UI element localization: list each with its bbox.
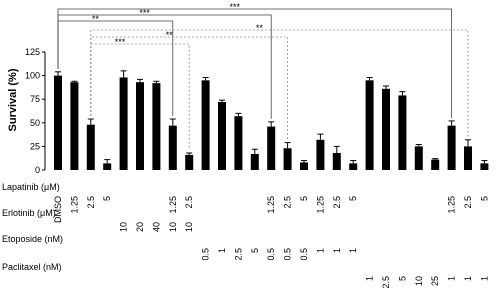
- bar: [300, 162, 308, 170]
- bar: [464, 146, 472, 170]
- condition-label: 2.5: [283, 196, 293, 209]
- y-axis-title: Survival (%): [7, 68, 19, 131]
- bar: [185, 154, 194, 170]
- condition-name: Etoposide (nM): [2, 234, 63, 244]
- significance-bracket: [90, 36, 288, 140]
- bar: [480, 163, 489, 170]
- bar: [316, 139, 325, 170]
- bar: [365, 80, 374, 170]
- bar: [250, 153, 259, 170]
- significance-bracket: [90, 29, 469, 137]
- significance-label: **: [92, 14, 100, 24]
- condition-label: 2.5: [184, 196, 194, 209]
- condition-label: 0.5: [266, 248, 276, 261]
- bar: [168, 125, 177, 170]
- bar: [382, 88, 390, 170]
- condition-label: 1.25: [266, 196, 276, 214]
- condition-label: 5: [397, 276, 407, 281]
- bar: [218, 102, 226, 170]
- condition-label: 1.25: [447, 196, 457, 214]
- bar: [283, 148, 292, 170]
- condition-label: 2.5: [233, 248, 243, 261]
- condition-label: 1: [479, 276, 489, 281]
- bar: [201, 80, 210, 170]
- y-tick-label: 125: [25, 47, 40, 57]
- condition-label: 0.5: [283, 248, 293, 261]
- condition-label: 0.5: [299, 248, 309, 261]
- significance-bracket: [57, 14, 272, 119]
- y-tick-label: 100: [25, 71, 40, 81]
- condition-label: 1.25: [69, 196, 79, 214]
- significance-label: **: [166, 30, 174, 40]
- bar: [398, 95, 407, 170]
- condition-label: 1: [463, 276, 473, 281]
- condition-label: 5: [299, 196, 309, 201]
- y-tick-label: 50: [30, 118, 40, 128]
- condition-label: 10: [119, 222, 129, 232]
- significance-label: ***: [139, 8, 150, 18]
- significance-label: ***: [115, 37, 126, 47]
- condition-label: 1: [447, 276, 457, 281]
- bar: [267, 126, 276, 170]
- condition-label: 1: [348, 248, 358, 253]
- y-tick-label: 0: [35, 165, 40, 175]
- bar: [349, 163, 358, 170]
- condition-name: Erlotinib (μM): [2, 208, 56, 218]
- condition-label: 1.25: [315, 196, 325, 214]
- significance-bracket: [57, 8, 452, 118]
- condition-name: Paclitaxel (nM): [2, 262, 62, 272]
- condition-label: DMSO: [53, 196, 63, 223]
- condition-label: 20: [135, 222, 145, 232]
- condition-label: 10: [414, 276, 424, 286]
- bar: [70, 82, 79, 170]
- condition-name: Lapatinib (μM): [2, 182, 60, 192]
- condition-label: 5: [102, 196, 112, 201]
- condition-label: 1: [365, 276, 375, 281]
- significance-label: **: [256, 23, 264, 33]
- bar: [332, 153, 341, 170]
- condition-label: 40: [151, 222, 161, 232]
- condition-label: 10: [168, 222, 178, 232]
- condition-label: 1: [315, 248, 325, 253]
- condition-label: 2.5: [381, 276, 391, 289]
- condition-label: 2.5: [86, 196, 96, 209]
- condition-label: 0.5: [201, 248, 211, 261]
- bar: [447, 125, 456, 170]
- condition-label: 1.25: [168, 196, 178, 214]
- bar: [152, 83, 161, 170]
- significance-bracket: [90, 43, 190, 151]
- bar: [234, 116, 243, 170]
- bar: [86, 124, 95, 170]
- condition-label: 5: [250, 248, 260, 253]
- condition-label: 2.5: [463, 196, 473, 209]
- bar: [136, 82, 144, 170]
- condition-label: 5: [348, 196, 358, 201]
- bar: [431, 159, 440, 170]
- condition-label: 25: [430, 276, 440, 286]
- bar: [54, 75, 62, 170]
- condition-label: 10: [184, 222, 194, 232]
- condition-label: 1: [217, 248, 227, 253]
- bar: [119, 77, 128, 170]
- condition-label: 1: [332, 248, 342, 253]
- condition-label: 5: [479, 196, 489, 201]
- y-tick-label: 75: [30, 94, 40, 104]
- significance-label: ***: [230, 2, 241, 12]
- bar: [103, 163, 112, 170]
- y-tick-label: 25: [30, 141, 40, 151]
- condition-label: 2.5: [332, 196, 342, 209]
- significance-bracket: [57, 20, 174, 117]
- bar: [414, 146, 423, 170]
